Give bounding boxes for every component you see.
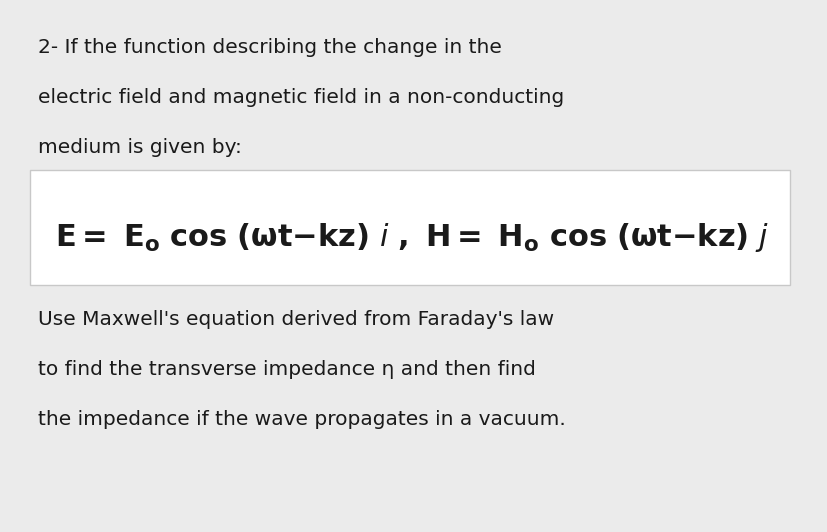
Text: 2- If the function describing the change in the: 2- If the function describing the change… (38, 38, 501, 57)
Text: Use Maxwell's equation derived from Faraday's law: Use Maxwell's equation derived from Fara… (38, 310, 553, 329)
Text: medium is given by:: medium is given by: (38, 138, 241, 157)
FancyBboxPatch shape (30, 170, 789, 285)
Text: electric field and magnetic field in a non-conducting: electric field and magnetic field in a n… (38, 88, 563, 107)
Text: the impedance if the wave propagates in a vacuum.: the impedance if the wave propagates in … (38, 410, 565, 429)
Text: $\bf{E{=}\ E_o\ cos\ (\omega t{-}kz)\ }$$\bf{\mathit{i}}$$\bf{\ ,\ H{=}\ H_o\ co: $\bf{E{=}\ E_o\ cos\ (\omega t{-}kz)\ }$… (55, 221, 768, 254)
Text: to find the transverse impedance η and then find: to find the transverse impedance η and t… (38, 360, 535, 379)
